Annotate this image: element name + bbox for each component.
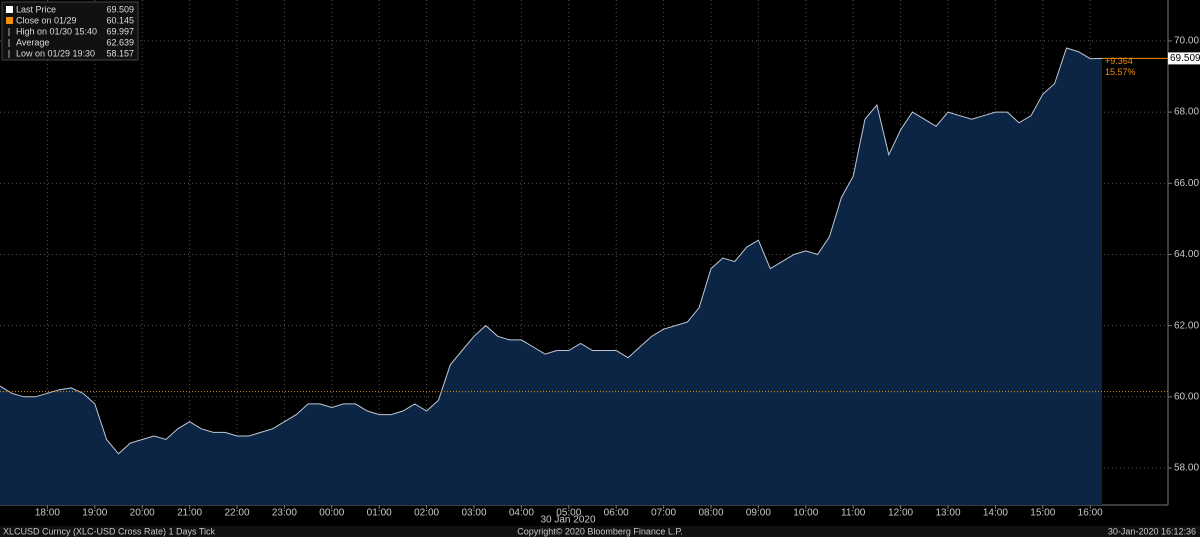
x-tick-label: 20:00 — [130, 508, 155, 519]
plot — [0, 0, 1168, 505]
x-tick-label: 22:00 — [224, 508, 249, 519]
y-tick-label: 68.00 — [1174, 107, 1199, 118]
x-tick-label: 10:00 — [793, 508, 818, 519]
legend-box — [1, 1, 139, 61]
x-tick-label: 23:00 — [272, 508, 297, 519]
x-tick-label: 04:00 — [509, 508, 534, 519]
change-pct-label: 15.57% — [1105, 67, 1136, 77]
x-tick-label: 09:00 — [746, 508, 771, 519]
legend-label: High on 01/30 15:40 — [16, 26, 97, 36]
last-price-box — [1168, 52, 1200, 65]
y-tick-label: 64.00 — [1174, 249, 1199, 260]
x-tick-label: 12:00 — [888, 508, 913, 519]
y-tick-label: 58.00 — [1174, 463, 1199, 474]
x-tick-label: 07:00 — [651, 508, 676, 519]
legend-swatch — [6, 17, 13, 24]
footer-right: 30-Jan-2020 16:12:36 — [1108, 526, 1196, 536]
x-tick-label: 16:00 — [1078, 508, 1103, 519]
legend-label: Last Price — [16, 4, 56, 14]
legend-value: 58.157 — [106, 48, 134, 58]
legend-label: Close on 01/29 — [16, 15, 77, 25]
last-price-label: 69.509 — [1170, 53, 1200, 64]
y-tick-label: 70.00 — [1174, 36, 1199, 47]
x-tick-label: 15:00 — [1030, 508, 1055, 519]
x-tick-label: 13:00 — [935, 508, 960, 519]
legend-value: 69.509 — [106, 4, 134, 14]
y-tick-label: 60.00 — [1174, 391, 1199, 402]
x-tick-label: 05:00 — [556, 508, 581, 519]
x-tick-label: 00:00 — [319, 508, 344, 519]
footer-bar — [0, 526, 1200, 537]
x-tick-label: 14:00 — [983, 508, 1008, 519]
x-tick-label: 18:00 — [35, 508, 60, 519]
legend-label: Average — [16, 37, 49, 47]
x-tick-label: 08:00 — [698, 508, 723, 519]
y-tick-label: 62.00 — [1174, 320, 1199, 331]
footer-left: XLCUSD Curncy (XLC-USD Cross Rate) 1 Day… — [3, 526, 216, 536]
legend-value: 60.145 — [106, 15, 134, 25]
legend-label: Low on 01/29 19:30 — [16, 48, 95, 58]
change-label: +9.364 — [1105, 56, 1133, 66]
x-tick-label: 01:00 — [367, 508, 392, 519]
legend-value: 62.639 — [106, 37, 134, 47]
legend-swatch — [6, 6, 13, 13]
x-tick-label: 19:00 — [82, 508, 107, 519]
x-tick-label: 21:00 — [177, 508, 202, 519]
y-tick-label: 66.00 — [1174, 178, 1199, 189]
x-tick-label: 11:00 — [841, 508, 866, 519]
legend-value: 69.997 — [106, 26, 134, 36]
x-tick-label: 03:00 — [461, 508, 486, 519]
x-tick-label: 02:00 — [414, 508, 439, 519]
price-line — [0, 47, 1103, 455]
x-tick-label: 06:00 — [604, 508, 629, 519]
footer-center: Copyright© 2020 Bloomberg Finance L.P. — [517, 526, 683, 536]
date-label: 30 Jan 2020 — [540, 515, 595, 526]
area — [0, 48, 1103, 505]
